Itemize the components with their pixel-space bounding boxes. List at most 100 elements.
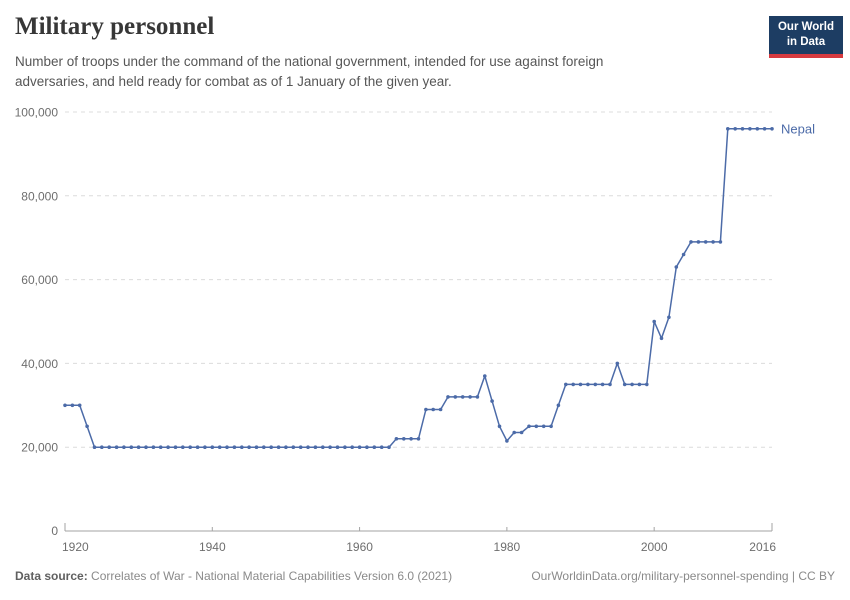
- x-axis-tick-label: 1980: [494, 540, 521, 554]
- data-point: [298, 445, 303, 450]
- data-point: [416, 437, 421, 441]
- data-point: [549, 424, 553, 429]
- data-point: [689, 240, 693, 244]
- data-point: [210, 445, 215, 450]
- y-axis-tick-label: 60,000: [21, 273, 58, 287]
- data-point: [667, 315, 671, 320]
- data-point: [424, 407, 428, 412]
- x-axis-tick-label: 2016: [749, 540, 776, 554]
- x-axis-tick-label: 1960: [346, 540, 373, 554]
- data-point: [674, 265, 679, 269]
- data-point: [365, 445, 369, 450]
- data-point: [490, 399, 494, 403]
- data-point: [593, 382, 598, 387]
- data-point: [409, 437, 413, 441]
- data-point: [225, 445, 229, 450]
- data-point: [262, 445, 266, 450]
- data-point: [254, 445, 259, 450]
- data-point: [571, 382, 575, 387]
- data-point: [85, 424, 89, 429]
- data-point: [158, 445, 163, 450]
- data-point: [534, 424, 539, 429]
- data-point: [748, 127, 752, 131]
- data-point: [77, 403, 82, 408]
- data-point: [497, 424, 502, 429]
- data-point: [203, 445, 207, 450]
- y-axis-tick-label: 80,000: [21, 189, 58, 203]
- data-point: [387, 445, 391, 450]
- data-point: [453, 395, 458, 399]
- x-axis-tick-label: 1940: [199, 540, 226, 554]
- data-point: [284, 445, 288, 450]
- data-point: [608, 382, 612, 387]
- series-label[interactable]: Nepal: [781, 121, 815, 136]
- owid-url-license[interactable]: OurWorldinData.org/military-personnel-sp…: [531, 569, 835, 583]
- data-point: [70, 403, 75, 408]
- data-point: [564, 382, 568, 387]
- data-point: [762, 127, 767, 131]
- data-point: [726, 127, 730, 131]
- data-point: [107, 445, 111, 450]
- data-point: [232, 445, 237, 450]
- data-point: [475, 395, 480, 399]
- data-point: [586, 382, 590, 387]
- data-point: [188, 445, 192, 450]
- data-point: [122, 445, 126, 450]
- chart-title: Military personnel: [15, 13, 215, 40]
- data-point: [696, 240, 701, 244]
- data-point: [313, 445, 318, 450]
- data-point: [166, 445, 170, 450]
- data-point: [343, 445, 347, 450]
- data-point: [129, 445, 134, 450]
- data-point: [335, 445, 340, 450]
- x-axis-tick-label: 2000: [641, 540, 668, 554]
- data-point: [622, 382, 627, 387]
- owid-logo[interactable]: Our World in Data: [768, 16, 843, 58]
- data-point: [114, 445, 119, 450]
- data-point: [357, 445, 362, 450]
- data-point: [136, 445, 141, 450]
- data-point: [431, 407, 436, 412]
- data-point: [372, 445, 377, 450]
- data-point: [195, 445, 200, 450]
- data-point: [637, 382, 642, 387]
- owid-logo-red-bar: [768, 53, 843, 58]
- owid-logo-line1: Our World: [777, 21, 834, 33]
- x-axis-tick-label: 1920: [62, 540, 89, 554]
- data-point: [321, 445, 325, 450]
- data-point: [92, 445, 97, 450]
- data-point: [350, 445, 355, 450]
- data-point: [630, 382, 634, 387]
- data-point: [173, 445, 178, 450]
- data-point: [718, 240, 723, 244]
- data-point: [269, 445, 274, 450]
- data-point: [740, 127, 745, 131]
- data-point: [512, 430, 516, 435]
- data-point: [733, 127, 737, 131]
- data-point: [460, 395, 465, 399]
- chart-footer: Data source: Correlates of War - Nationa…: [15, 569, 835, 583]
- data-point: [306, 445, 310, 450]
- data-point: [240, 445, 244, 450]
- data-point: [541, 424, 546, 429]
- chart-subtitle: Number of troops under the command of th…: [15, 54, 604, 90]
- data-source-label: Data source:: [15, 569, 88, 583]
- data-point: [483, 374, 487, 378]
- data-point: [645, 382, 649, 387]
- y-axis-tick-label: 20,000: [21, 441, 58, 455]
- data-point: [438, 407, 443, 412]
- data-point: [652, 319, 656, 324]
- data-point: [703, 240, 708, 244]
- data-source-text: Correlates of War - National Material Ca…: [87, 569, 453, 583]
- data-point: [770, 127, 774, 131]
- data-point: [468, 395, 472, 399]
- data-point: [291, 445, 296, 450]
- y-axis-tick-label: 0: [51, 524, 58, 538]
- data-point: [527, 424, 531, 429]
- data-point: [276, 445, 281, 450]
- data-source-note: Data source: Correlates of War - Nationa…: [15, 569, 452, 583]
- data-point: [181, 445, 185, 450]
- data-point: [402, 437, 406, 441]
- data-point: [659, 336, 664, 341]
